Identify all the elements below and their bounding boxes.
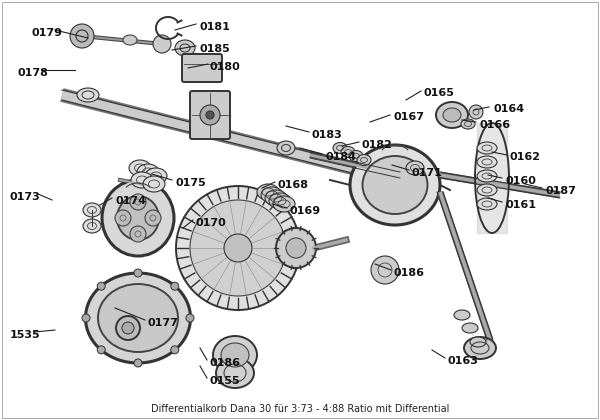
Ellipse shape bbox=[213, 336, 257, 374]
Ellipse shape bbox=[261, 187, 283, 203]
Text: 0187: 0187 bbox=[545, 186, 576, 196]
Text: 0174: 0174 bbox=[115, 196, 146, 206]
Text: 0161: 0161 bbox=[505, 200, 536, 210]
Text: 0186: 0186 bbox=[210, 358, 241, 368]
Ellipse shape bbox=[83, 219, 101, 233]
Text: 1535: 1535 bbox=[10, 330, 41, 340]
Ellipse shape bbox=[145, 168, 167, 184]
Text: 0162: 0162 bbox=[510, 152, 541, 162]
Circle shape bbox=[134, 269, 142, 277]
Circle shape bbox=[97, 346, 105, 354]
Ellipse shape bbox=[436, 102, 468, 128]
Text: 0181: 0181 bbox=[200, 22, 231, 32]
Ellipse shape bbox=[83, 203, 101, 217]
Ellipse shape bbox=[349, 150, 363, 162]
Text: 0177: 0177 bbox=[148, 318, 179, 328]
Circle shape bbox=[130, 194, 146, 210]
Text: Differentialkorb Dana 30 für 3:73 - 4:88 Ratio mit Differential: Differentialkorb Dana 30 für 3:73 - 4:88… bbox=[151, 404, 449, 414]
Text: 0164: 0164 bbox=[493, 104, 524, 114]
Circle shape bbox=[70, 24, 94, 48]
Circle shape bbox=[286, 238, 306, 258]
FancyBboxPatch shape bbox=[182, 54, 222, 82]
Circle shape bbox=[171, 346, 179, 354]
Text: 0173: 0173 bbox=[10, 192, 41, 202]
Text: 0178: 0178 bbox=[18, 68, 49, 78]
Circle shape bbox=[176, 186, 300, 310]
Text: 0170: 0170 bbox=[196, 218, 227, 228]
Circle shape bbox=[97, 282, 105, 290]
Ellipse shape bbox=[102, 180, 174, 256]
Ellipse shape bbox=[477, 170, 497, 182]
Text: 0163: 0163 bbox=[448, 356, 479, 366]
Ellipse shape bbox=[257, 184, 279, 200]
Ellipse shape bbox=[131, 172, 153, 188]
Ellipse shape bbox=[269, 193, 291, 209]
Ellipse shape bbox=[464, 337, 496, 359]
Ellipse shape bbox=[454, 310, 470, 320]
Ellipse shape bbox=[221, 343, 249, 367]
Circle shape bbox=[122, 322, 134, 334]
Text: 0185: 0185 bbox=[200, 44, 231, 54]
Text: 0186: 0186 bbox=[394, 268, 425, 278]
Circle shape bbox=[153, 35, 171, 53]
Ellipse shape bbox=[98, 284, 178, 352]
Circle shape bbox=[115, 210, 131, 226]
Circle shape bbox=[206, 111, 214, 119]
Text: 0167: 0167 bbox=[393, 112, 424, 122]
Circle shape bbox=[200, 105, 220, 125]
Ellipse shape bbox=[333, 142, 347, 153]
Circle shape bbox=[130, 226, 146, 242]
Circle shape bbox=[145, 210, 161, 226]
Ellipse shape bbox=[86, 273, 191, 363]
Ellipse shape bbox=[117, 196, 159, 240]
Text: 0165: 0165 bbox=[424, 88, 455, 98]
Ellipse shape bbox=[175, 40, 195, 56]
Text: 0180: 0180 bbox=[210, 62, 241, 72]
Ellipse shape bbox=[443, 108, 461, 122]
Circle shape bbox=[186, 314, 194, 322]
Text: 0168: 0168 bbox=[278, 180, 309, 190]
Ellipse shape bbox=[216, 358, 254, 388]
Text: 0166: 0166 bbox=[479, 120, 510, 130]
FancyBboxPatch shape bbox=[190, 91, 230, 139]
Text: 0169: 0169 bbox=[290, 206, 321, 216]
Circle shape bbox=[134, 359, 142, 367]
Ellipse shape bbox=[470, 337, 486, 347]
Ellipse shape bbox=[265, 190, 287, 206]
Text: 0160: 0160 bbox=[505, 176, 536, 186]
Ellipse shape bbox=[137, 164, 159, 180]
Text: 0171: 0171 bbox=[412, 168, 443, 178]
Ellipse shape bbox=[129, 160, 151, 176]
Ellipse shape bbox=[277, 141, 295, 155]
Text: 0175: 0175 bbox=[175, 178, 206, 188]
Ellipse shape bbox=[357, 155, 371, 165]
Ellipse shape bbox=[350, 145, 440, 225]
Text: 0183: 0183 bbox=[312, 130, 343, 140]
Ellipse shape bbox=[123, 35, 137, 45]
Ellipse shape bbox=[273, 196, 295, 212]
Circle shape bbox=[469, 105, 483, 119]
Circle shape bbox=[171, 282, 179, 290]
Ellipse shape bbox=[406, 161, 424, 175]
Ellipse shape bbox=[477, 198, 497, 210]
Text: 0179: 0179 bbox=[32, 28, 63, 38]
Ellipse shape bbox=[477, 142, 497, 154]
Circle shape bbox=[82, 314, 90, 322]
Circle shape bbox=[276, 228, 316, 268]
Ellipse shape bbox=[341, 147, 355, 158]
Circle shape bbox=[224, 234, 252, 262]
Ellipse shape bbox=[143, 176, 165, 192]
Text: 0184: 0184 bbox=[326, 152, 357, 162]
Ellipse shape bbox=[77, 88, 99, 102]
Text: 0155: 0155 bbox=[210, 376, 241, 386]
Ellipse shape bbox=[477, 156, 497, 168]
Circle shape bbox=[371, 256, 399, 284]
Ellipse shape bbox=[477, 184, 497, 196]
Text: 0182: 0182 bbox=[362, 140, 393, 150]
Ellipse shape bbox=[462, 323, 478, 333]
Circle shape bbox=[116, 316, 140, 340]
Circle shape bbox=[190, 200, 286, 296]
Ellipse shape bbox=[362, 156, 427, 214]
Ellipse shape bbox=[461, 119, 475, 129]
